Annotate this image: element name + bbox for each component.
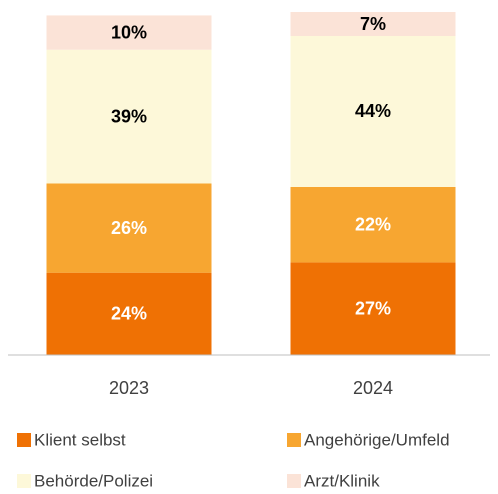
value-label: 22%: [355, 214, 391, 234]
value-label: 26%: [111, 218, 147, 238]
x-tick-label: 2024: [353, 378, 393, 398]
value-label: 27%: [355, 298, 391, 318]
x-tick-label: 2023: [109, 378, 149, 398]
bar-segment: [46, 15, 212, 50]
bar-segment: [290, 262, 456, 355]
value-label: 39%: [111, 106, 147, 126]
legend-label: Behörde/Polizei: [34, 471, 153, 490]
legend-label: Arzt/Klinik: [304, 471, 380, 490]
legend-label: Klient selbst: [34, 430, 126, 449]
legend-label: Angehörige/Umfeld: [304, 430, 450, 449]
bar-segment: [290, 12, 456, 37]
bar-segment: [290, 186, 456, 263]
legend-swatch: [287, 474, 301, 488]
value-label: 10%: [111, 22, 147, 42]
bar-segment: [290, 36, 456, 187]
bar-segment: [46, 49, 212, 184]
legend-swatch: [17, 474, 31, 488]
bar-segment: [46, 183, 212, 273]
value-label: 44%: [355, 101, 391, 121]
value-label: 7%: [360, 14, 386, 34]
legend-swatch: [287, 433, 301, 447]
value-label: 24%: [111, 304, 147, 324]
bar-segment: [46, 272, 212, 355]
legend-swatch: [17, 433, 31, 447]
